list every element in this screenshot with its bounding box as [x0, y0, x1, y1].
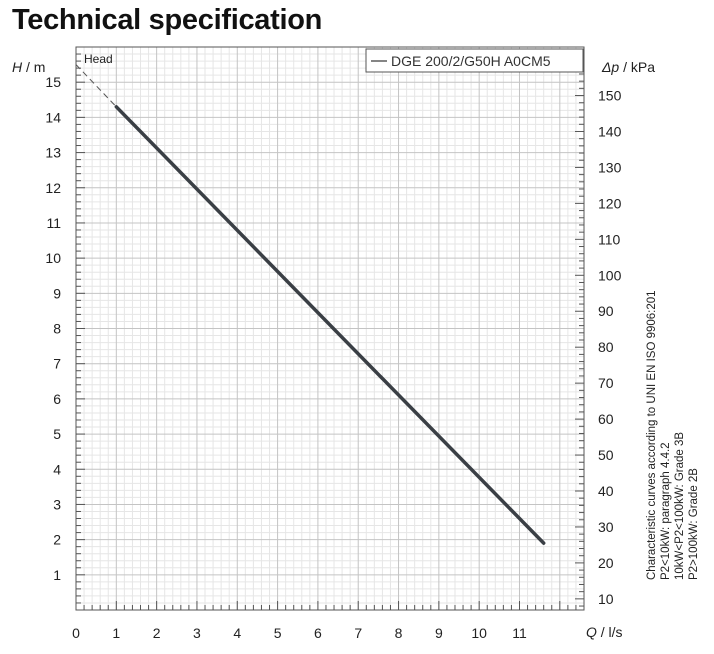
chart-title: Head [84, 52, 113, 66]
x-tick-label: 2 [153, 625, 161, 641]
x-tick-label: 3 [193, 625, 201, 641]
x-tick-label: 10 [471, 625, 487, 641]
y-tick-label: 12 [45, 180, 61, 196]
y-tick-label: 5 [53, 426, 61, 442]
legend: DGE 200/2/G50H A0CM5 [365, 48, 584, 73]
x-tick-label: 6 [314, 625, 322, 641]
y2-tick-label: 30 [598, 519, 614, 535]
y-tick-label: 10 [45, 250, 61, 266]
x-tick-label: 0 [72, 625, 80, 641]
y2-tick-label: 10 [598, 591, 614, 607]
y2-tick-label: 120 [598, 195, 622, 211]
note-line: P2>100kW: Grade 2B [688, 468, 700, 580]
y-tick-label: 3 [53, 496, 61, 512]
y-tick-label: 14 [45, 109, 61, 125]
y-tick-label: 13 [45, 145, 61, 161]
y-tick-label: 6 [53, 391, 61, 407]
x-tick-label: 9 [435, 625, 443, 641]
y2-tick-label: 150 [598, 88, 622, 104]
y-tick-label: 15 [45, 74, 61, 90]
y2-tick-label: 100 [598, 267, 622, 283]
note-line: Characteristic curves according to UNI E… [646, 290, 658, 580]
y2-tick-label: 70 [598, 375, 614, 391]
x-tick-label: 11 [512, 625, 527, 641]
note-line: 10kW<P2<100kW: Grade 3B [674, 431, 686, 580]
x-tick-label: 5 [274, 625, 282, 641]
right-axis: 10 20 30 40 50 60 70 80 90 100 110 120 130 140 150 [575, 51, 622, 607]
y2-tick-label: 140 [598, 123, 622, 139]
x-tick-label: 7 [354, 625, 362, 641]
x-tick-label: 8 [395, 625, 403, 641]
y-tick-label: 2 [53, 532, 61, 548]
y2-tick-label: 50 [598, 447, 614, 463]
y2-tick-label: 40 [598, 483, 614, 499]
curve-extrapolated [76, 64, 117, 108]
y-tick-label: 4 [53, 461, 61, 477]
x-tick-label: 4 [233, 625, 241, 641]
y-axis-label: H / m [12, 59, 45, 75]
y-tick-label: 7 [53, 356, 61, 372]
y-tick-label: 1 [53, 567, 61, 583]
curve-head [114, 105, 546, 545]
major-grid [75, 46, 584, 611]
y-tick-label: 8 [53, 321, 61, 337]
note-line: P2<10kW: paragraph 4.4.2 [660, 442, 672, 580]
y2-tick-label: 60 [598, 411, 614, 427]
y-tick-label: 11 [46, 215, 61, 231]
test-standard-note: Characteristic curves according to UNI E… [645, 180, 701, 580]
y2-tick-label: 110 [598, 231, 621, 247]
x-axis-label: Q / l/s [586, 624, 623, 640]
y2-tick-label: 90 [598, 303, 614, 319]
page-title: Technical specification [12, 4, 323, 36]
legend-label: DGE 200/2/G50H A0CM5 [391, 53, 551, 69]
y2-tick-label: 80 [598, 339, 614, 355]
bottom-axis: 0 1 2 3 4 5 6 7 8 9 10 11 [72, 601, 585, 641]
y2-axis-label: Δp / kPa [601, 59, 655, 75]
y2-tick-label: 20 [598, 555, 614, 571]
x-tick-label: 1 [112, 625, 120, 641]
y2-tick-label: 130 [598, 159, 622, 175]
y-tick-label: 9 [53, 285, 61, 301]
legend-box [365, 48, 584, 73]
